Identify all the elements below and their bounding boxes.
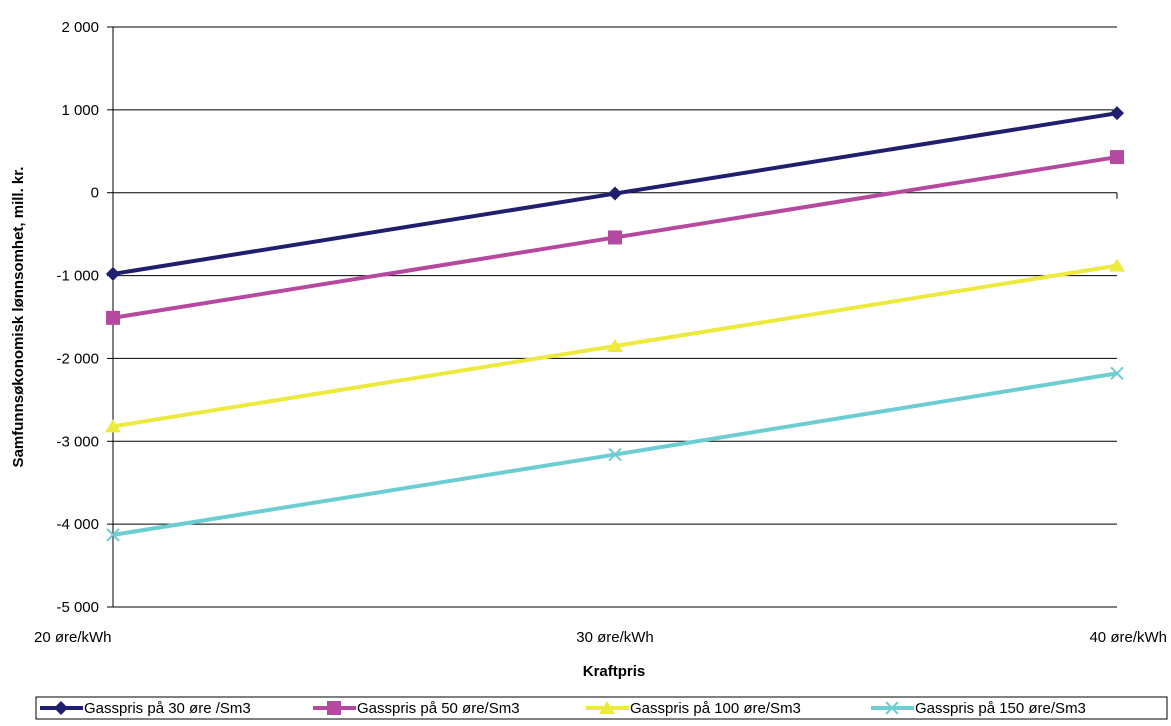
legend-entry: Gasspris på 150 øre/Sm3 bbox=[871, 700, 1086, 717]
data-point bbox=[106, 528, 120, 542]
gridlines bbox=[113, 26, 1117, 525]
y-tick-label: -2 000 bbox=[56, 350, 99, 367]
x-tick-label: 30 øre/kWh bbox=[576, 629, 654, 646]
data-point bbox=[1110, 106, 1124, 121]
legend-label: Gasspris på 150 øre/Sm3 bbox=[915, 700, 1086, 717]
legend-marker bbox=[885, 701, 899, 715]
data-point bbox=[1110, 150, 1124, 165]
legend-marker bbox=[54, 701, 68, 715]
marker-stroke bbox=[885, 701, 899, 715]
legend-marker bbox=[327, 701, 341, 715]
y-tick-label: 1 000 bbox=[61, 102, 99, 119]
y-tick-label: -1 000 bbox=[56, 268, 99, 285]
data-point bbox=[608, 447, 622, 462]
data-point bbox=[1109, 258, 1125, 272]
data-point bbox=[1110, 366, 1124, 381]
legend-label: Gasspris på 30 øre /Sm3 bbox=[84, 700, 251, 717]
legend-entry: Gasspris på 50 øre/Sm3 bbox=[313, 700, 520, 717]
legend: Gasspris på 30 øre /Sm3 Gasspris på 50 ør… bbox=[35, 696, 1168, 720]
legend-marker bbox=[599, 701, 615, 714]
y-tick-label: 0 bbox=[91, 185, 99, 202]
x-tick-label: 40 øre/kWh bbox=[1089, 629, 1167, 646]
series-1 bbox=[106, 106, 1124, 281]
data-point bbox=[608, 186, 622, 201]
data-point bbox=[106, 266, 120, 281]
data-point bbox=[607, 339, 623, 352]
axes bbox=[107, 26, 1118, 608]
marker-stroke bbox=[106, 528, 120, 542]
y-tick-labels: 2 000 1 000 0 -1 000 -2 000 -3 000 -4 000 -5 00… bbox=[56, 19, 99, 616]
series-3 bbox=[105, 258, 1125, 433]
x-tick-label: 20 øre/kWh bbox=[34, 629, 112, 646]
data-point bbox=[105, 419, 121, 433]
x-tick-labels: 20 øre/kWh 30 øre/kWh 40 øre/kWh bbox=[34, 629, 1167, 646]
y-axis-title: Samfunnsøkonomisk lønnsomhet, mill. kr. bbox=[10, 167, 27, 468]
legend-label: Gasspris på 100 øre/Sm3 bbox=[630, 700, 801, 717]
legend-entry: Gasspris på 30 øre /Sm3 bbox=[40, 700, 251, 717]
series-2 bbox=[106, 150, 1124, 325]
y-tick-label: -5 000 bbox=[56, 599, 99, 616]
marker-stroke bbox=[608, 447, 622, 462]
series-4 bbox=[106, 366, 1124, 542]
data-point bbox=[608, 230, 622, 245]
y-tick-label: -3 000 bbox=[56, 433, 99, 450]
x-axis-title: Kraftpris bbox=[583, 663, 646, 680]
y-tick-label: 2 000 bbox=[61, 19, 99, 36]
legend-entry: Gasspris på 100 øre/Sm3 bbox=[586, 700, 801, 717]
y-tick-label: -4 000 bbox=[56, 516, 99, 533]
marker-stroke bbox=[1110, 366, 1124, 381]
legend-label: Gasspris på 50 øre/Sm3 bbox=[357, 700, 520, 717]
series-lines bbox=[105, 106, 1125, 542]
data-point bbox=[106, 310, 120, 325]
